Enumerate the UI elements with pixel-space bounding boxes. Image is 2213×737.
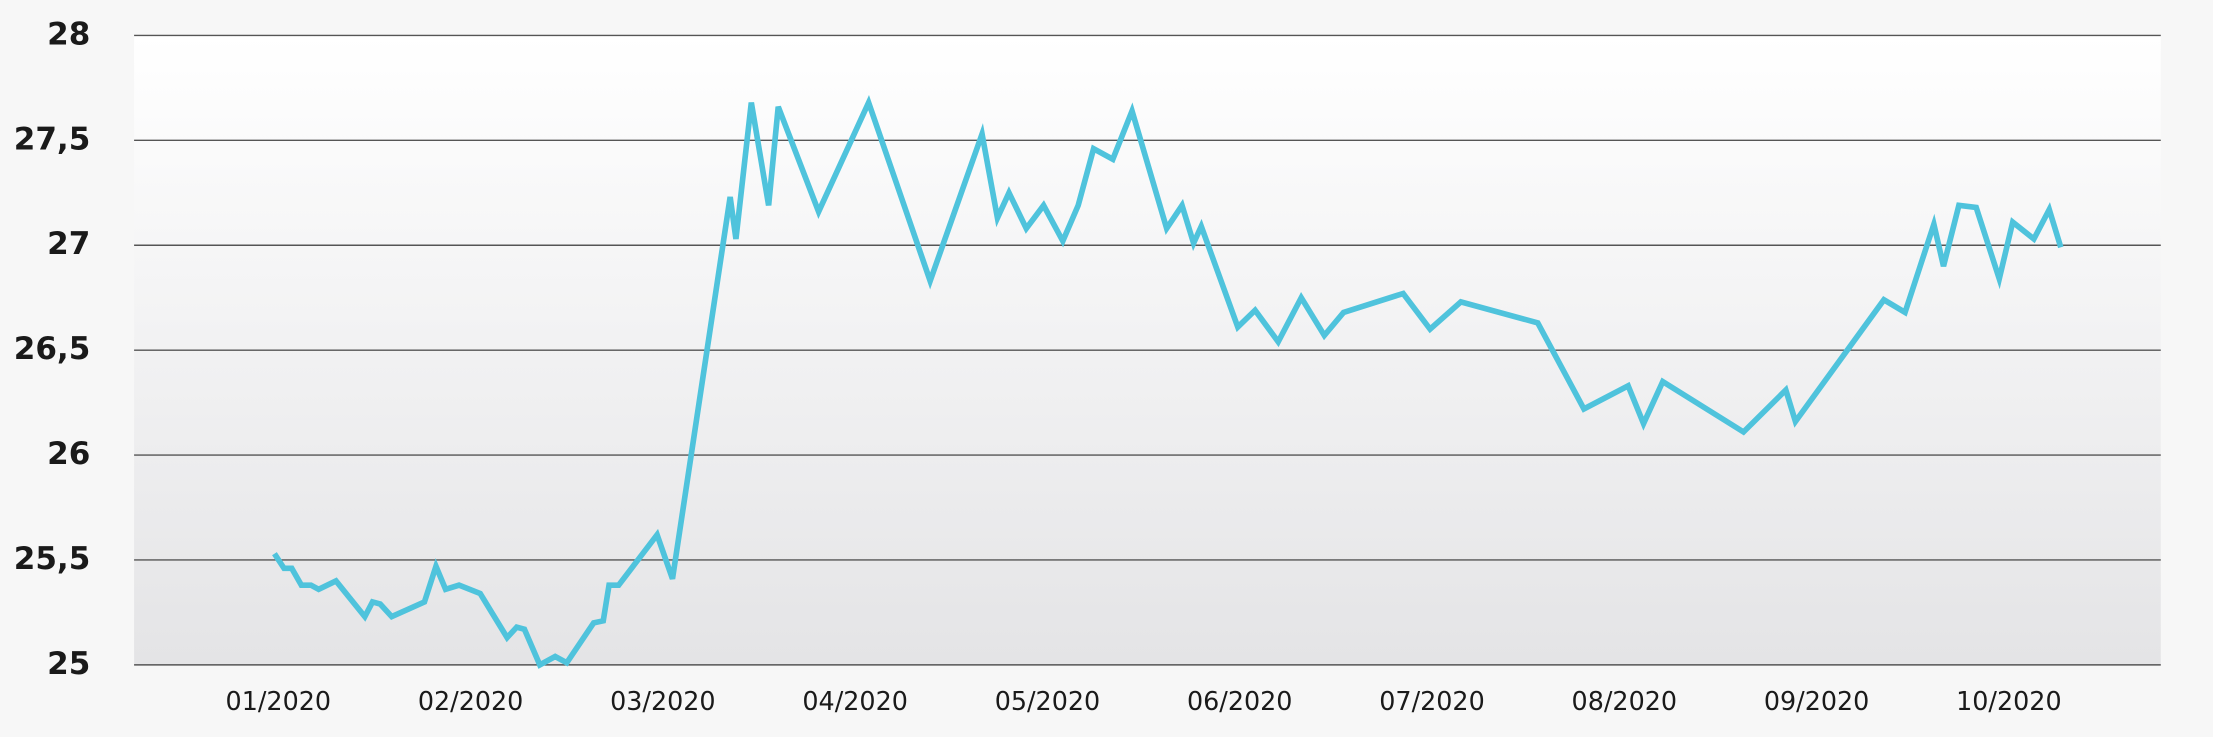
- x-tick-label: 07/2020: [1379, 686, 1484, 716]
- y-tick-label: 27,5: [14, 121, 91, 157]
- data-line: [272, 94, 2064, 669]
- x-tick-label: 04/2020: [802, 686, 907, 716]
- x-tick-label: 03/2020: [610, 686, 715, 716]
- y-tick-label: 26,5: [14, 331, 91, 367]
- x-tick-label: 02/2020: [418, 686, 523, 716]
- y-tick-label: 25: [47, 646, 90, 682]
- y-tick-label: 26: [47, 436, 90, 472]
- x-tick-label: 10/2020: [1956, 686, 2061, 716]
- x-tick-label: 09/2020: [1764, 686, 1869, 716]
- x-tick-label: 06/2020: [1187, 686, 1292, 716]
- x-tick-label: 01/2020: [226, 686, 331, 716]
- y-tick-label: 27: [47, 226, 90, 262]
- y-tick-label: 28: [47, 16, 90, 52]
- y-tick-label: 25,5: [14, 541, 91, 577]
- x-tick-label: 05/2020: [995, 686, 1100, 716]
- x-tick-label: 08/2020: [1572, 686, 1677, 716]
